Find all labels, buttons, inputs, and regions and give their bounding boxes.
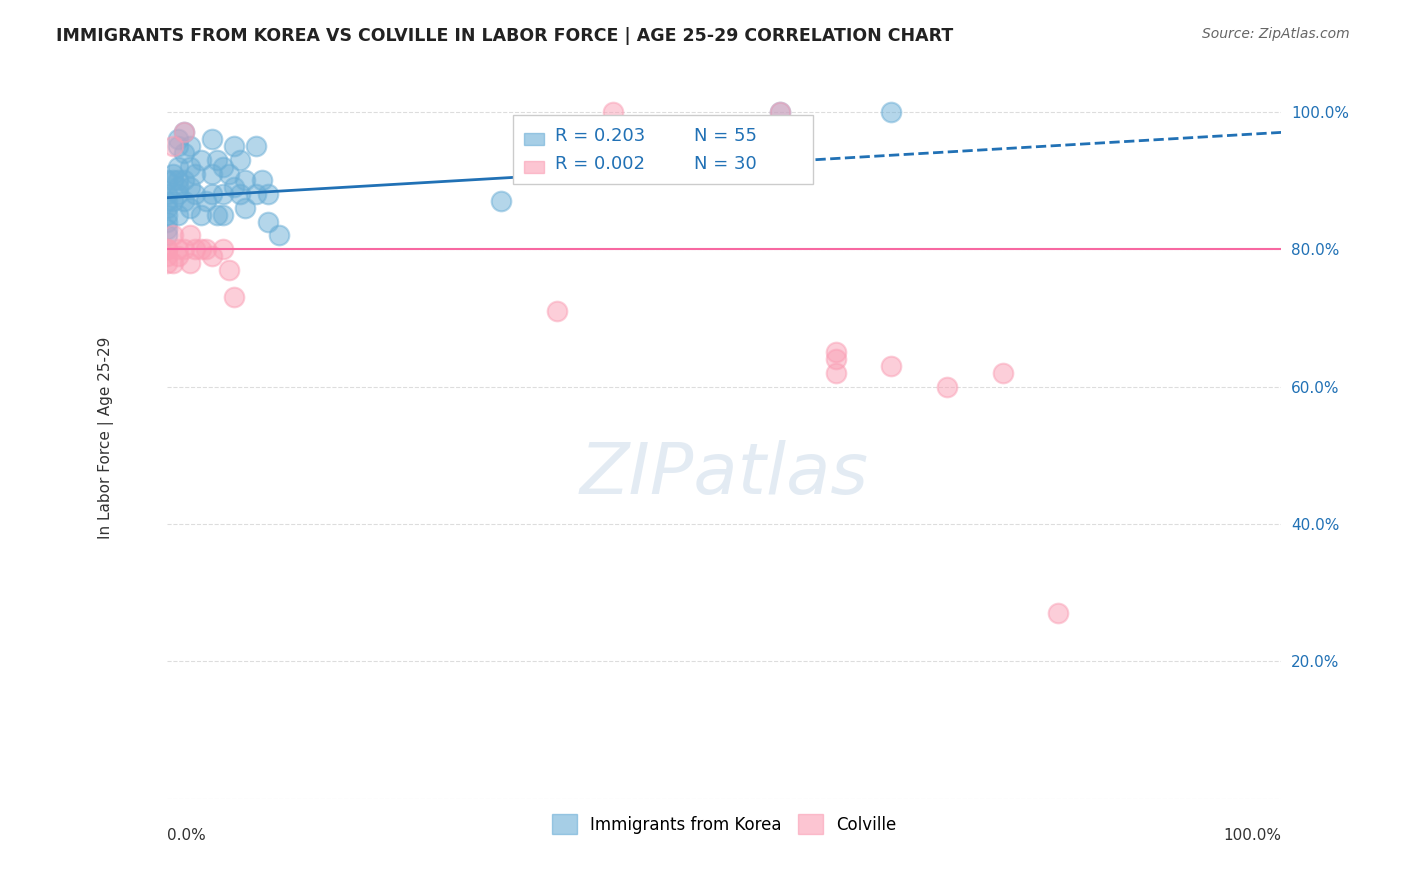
- Point: [224, 139, 246, 153]
- Point: [156, 256, 179, 270]
- Text: R = 0.203: R = 0.203: [555, 128, 645, 145]
- Point: [156, 249, 179, 263]
- Point: [156, 187, 179, 202]
- Point: [179, 180, 201, 194]
- Point: [190, 208, 212, 222]
- Point: [162, 173, 184, 187]
- Point: [156, 173, 179, 187]
- Point: [1047, 607, 1070, 621]
- Point: [156, 194, 179, 208]
- Point: [173, 242, 195, 256]
- Point: [184, 242, 207, 256]
- Point: [167, 187, 190, 202]
- Point: [162, 256, 184, 270]
- Point: [156, 201, 179, 215]
- Point: [195, 242, 218, 256]
- Point: [233, 201, 256, 215]
- Point: [167, 208, 190, 222]
- Point: [245, 187, 267, 202]
- Point: [256, 215, 278, 229]
- Point: [233, 173, 256, 187]
- Point: [936, 379, 959, 393]
- Point: [156, 215, 179, 229]
- Point: [162, 139, 184, 153]
- Text: IMMIGRANTS FROM KOREA VS COLVILLE IN LABOR FORCE | AGE 25-29 CORRELATION CHART: IMMIGRANTS FROM KOREA VS COLVILLE IN LAB…: [56, 27, 953, 45]
- Point: [212, 242, 235, 256]
- Point: [207, 208, 229, 222]
- Point: [156, 228, 179, 243]
- Point: [201, 187, 224, 202]
- Point: [190, 153, 212, 167]
- Point: [156, 221, 179, 235]
- Point: [769, 104, 792, 119]
- Point: [167, 132, 190, 146]
- Point: [201, 249, 224, 263]
- Point: [179, 256, 201, 270]
- Point: [167, 242, 190, 256]
- Point: [224, 290, 246, 304]
- Text: R = 0.002: R = 0.002: [555, 154, 645, 173]
- Text: Source: ZipAtlas.com: Source: ZipAtlas.com: [1202, 27, 1350, 41]
- Point: [991, 366, 1014, 380]
- Point: [173, 173, 195, 187]
- Text: N = 55: N = 55: [695, 128, 756, 145]
- Point: [491, 194, 513, 208]
- Point: [218, 262, 240, 277]
- Point: [162, 167, 184, 181]
- Point: [212, 187, 235, 202]
- Point: [880, 359, 903, 373]
- Point: [228, 187, 250, 202]
- Point: [162, 228, 184, 243]
- Point: [602, 104, 624, 119]
- Point: [179, 201, 201, 215]
- Point: [184, 187, 207, 202]
- FancyBboxPatch shape: [513, 115, 813, 184]
- Bar: [523, 161, 544, 173]
- Text: 100.0%: 100.0%: [1223, 828, 1281, 843]
- Point: [195, 194, 218, 208]
- Point: [167, 249, 190, 263]
- Point: [179, 139, 201, 153]
- Point: [218, 167, 240, 181]
- Point: [769, 104, 792, 119]
- Point: [179, 160, 201, 174]
- Legend: Immigrants from Korea, Colville: Immigrants from Korea, Colville: [546, 807, 904, 841]
- Point: [245, 139, 267, 153]
- Point: [190, 242, 212, 256]
- Point: [167, 160, 190, 174]
- Point: [824, 345, 846, 359]
- Point: [546, 304, 568, 318]
- Point: [212, 160, 235, 174]
- Point: [256, 187, 278, 202]
- Text: ZIPatlas: ZIPatlas: [579, 440, 869, 508]
- Point: [267, 228, 290, 243]
- Point: [162, 194, 184, 208]
- Point: [224, 180, 246, 194]
- Point: [824, 366, 846, 380]
- Point: [167, 180, 190, 194]
- Point: [207, 153, 229, 167]
- Point: [179, 228, 201, 243]
- Point: [167, 139, 190, 153]
- Text: N = 30: N = 30: [695, 154, 756, 173]
- Point: [173, 146, 195, 161]
- Point: [228, 153, 250, 167]
- Point: [880, 104, 903, 119]
- Point: [173, 125, 195, 139]
- Point: [156, 242, 179, 256]
- Point: [212, 208, 235, 222]
- Text: In Labor Force | Age 25-29: In Labor Force | Age 25-29: [98, 337, 114, 540]
- Point: [250, 173, 273, 187]
- Point: [201, 132, 224, 146]
- Point: [824, 352, 846, 367]
- Text: 0.0%: 0.0%: [167, 828, 207, 843]
- Bar: [523, 133, 544, 145]
- Point: [156, 242, 179, 256]
- Point: [173, 194, 195, 208]
- Point: [173, 125, 195, 139]
- Point: [156, 208, 179, 222]
- Point: [184, 167, 207, 181]
- Point: [167, 173, 190, 187]
- Point: [201, 167, 224, 181]
